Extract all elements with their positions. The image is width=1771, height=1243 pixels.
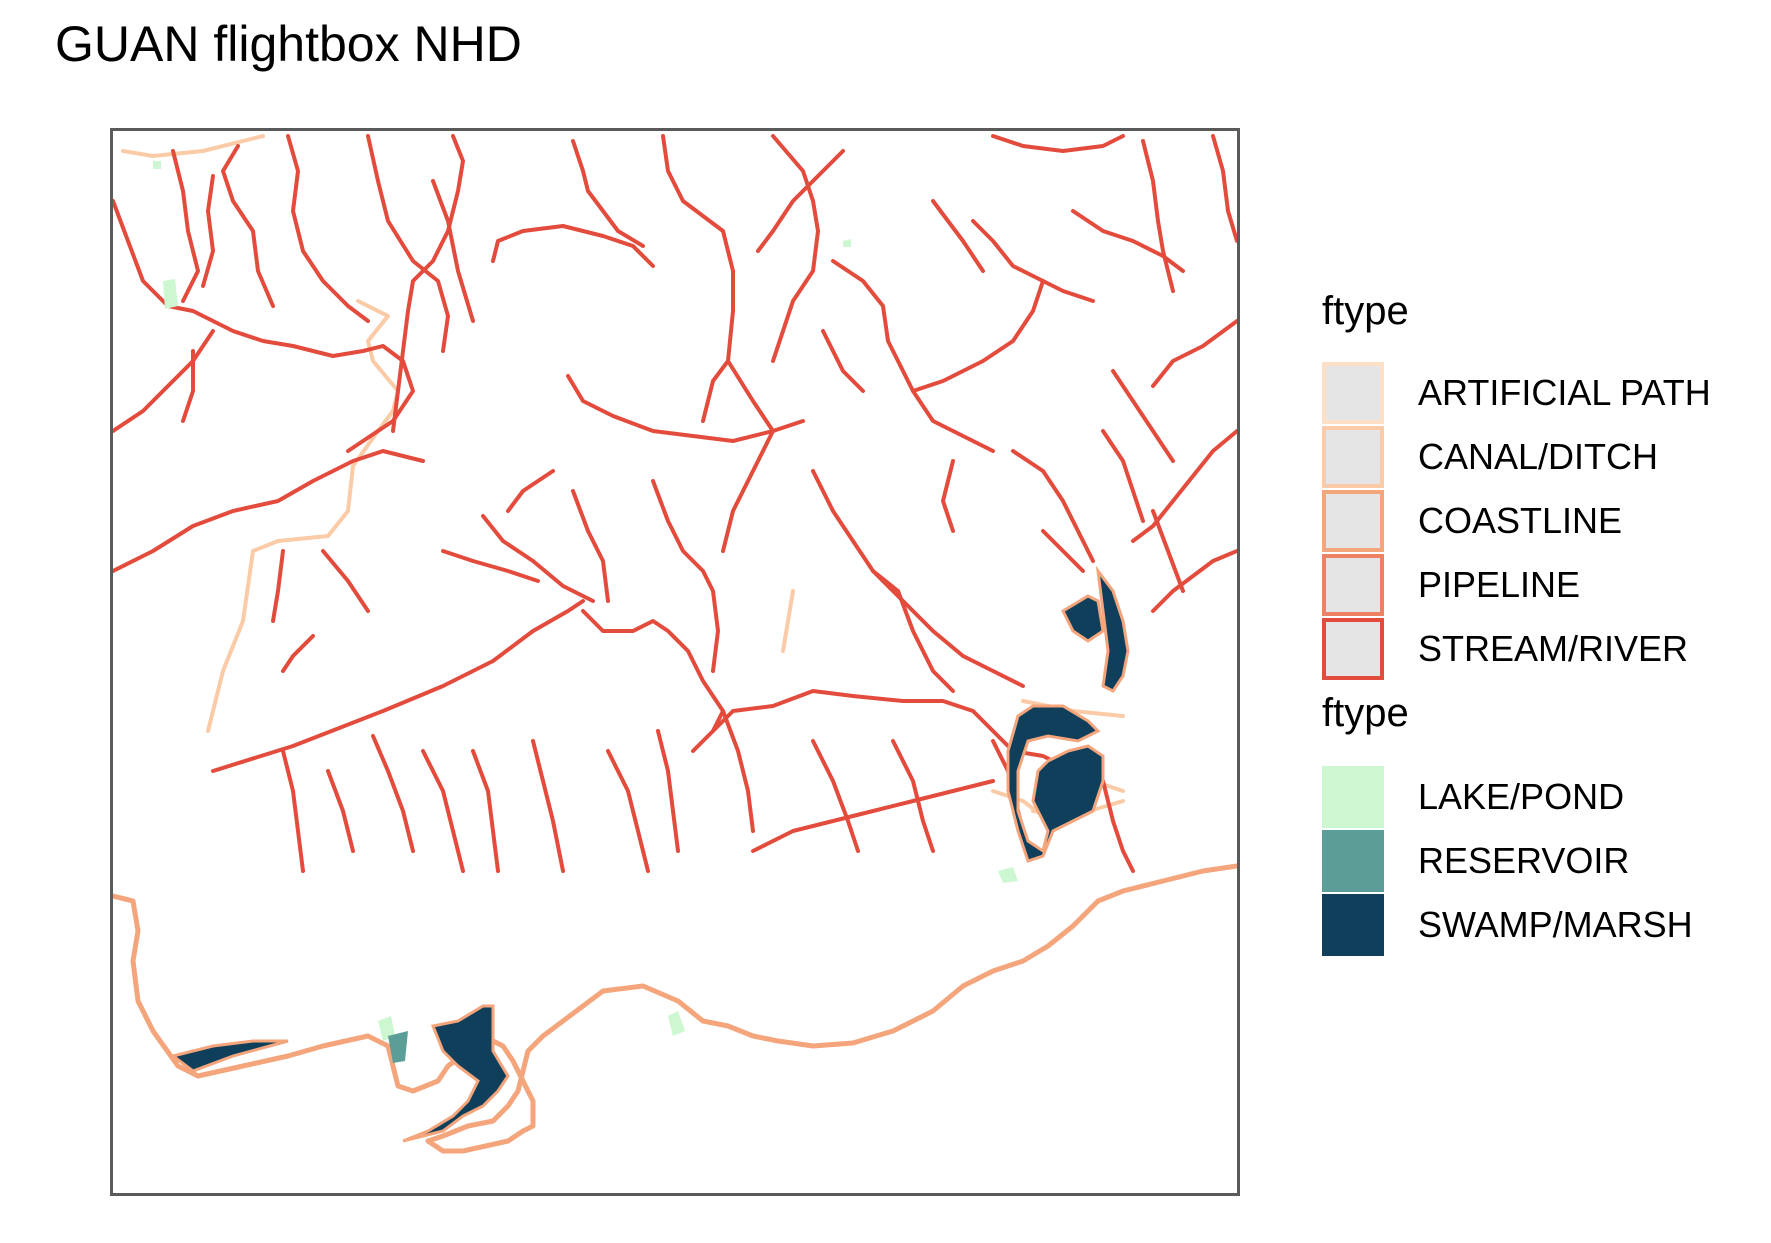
- coastline: [113, 863, 1237, 1154]
- legend-key-lake-pond: [1322, 766, 1384, 828]
- legend-label-lake-pond: LAKE/POND: [1418, 776, 1625, 817]
- stream-lines: [113, 134, 1237, 873]
- legend-key-canal-ditch: [1322, 426, 1384, 488]
- map-title: GUAN flightbox NHD: [55, 16, 522, 72]
- map-canvas: [113, 134, 1237, 1154]
- legend-key-swamp-marsh: [1322, 894, 1384, 956]
- lake-polygons: [153, 161, 1018, 1051]
- legend-label-pipeline: PIPELINE: [1418, 564, 1581, 605]
- legend-key-pipeline: [1322, 554, 1384, 616]
- reservoir-polygons: [388, 1031, 408, 1063]
- map-panel: [110, 128, 1240, 1196]
- legend-label-artificial-path: ARTIFICIAL PATH: [1418, 372, 1711, 413]
- legend-title-fills: ftype: [1322, 691, 1409, 735]
- legend-label-canal-ditch: CANAL/DITCH: [1418, 436, 1659, 477]
- canal-lines: [121, 134, 1125, 818]
- legend-label-stream-river: STREAM/RIVER: [1418, 628, 1689, 669]
- legend-label-swamp-marsh: SWAMP/MARSH: [1418, 904, 1693, 945]
- legend-title-lines: ftype: [1322, 289, 1409, 333]
- legend-key-artificial-path: [1322, 362, 1384, 424]
- legend-key-coastline: [1322, 490, 1384, 552]
- swamp-polygons: [169, 565, 1130, 1143]
- legend-key-reservoir: [1322, 830, 1384, 892]
- legend-label-coastline: COASTLINE: [1418, 500, 1623, 541]
- legend-label-reservoir: RESERVOIR: [1418, 840, 1630, 881]
- legend-key-stream-river: [1322, 618, 1384, 680]
